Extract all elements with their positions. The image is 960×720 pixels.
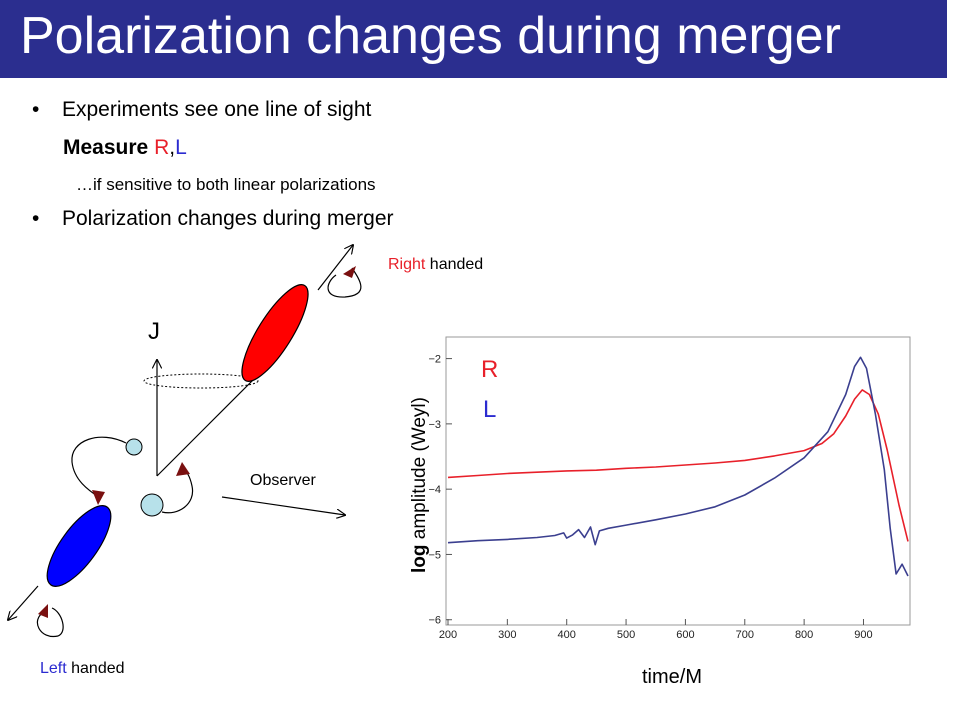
left-word: Left	[40, 660, 67, 677]
measure-comma: ,	[169, 136, 176, 159]
orbit-ellipse	[143, 373, 259, 389]
j-label: J	[148, 318, 160, 345]
x-tick-label: 300	[498, 629, 516, 641]
legend-l: L	[483, 396, 497, 423]
left-axis-arrow	[8, 585, 39, 620]
y-tick-label: −6	[428, 615, 441, 627]
right-axis-arrow	[317, 245, 353, 291]
small-body-top	[125, 438, 143, 456]
right-word: Right	[388, 256, 426, 273]
measure-prefix: Measure	[63, 136, 149, 159]
x-axis-label: time/M	[642, 666, 702, 688]
x-tick-label: 500	[617, 629, 635, 641]
y-tick-label: −4	[428, 484, 441, 496]
legend-r: R	[481, 356, 499, 383]
y-tick-label: −5	[428, 549, 441, 561]
bullet-2: • Polarization changes during merger	[32, 207, 394, 231]
amplitude-chart: 200 300 400 500 600 700 800 900 −6 −5 −4 −3 −2	[428, 336, 911, 641]
observer-label: Observer	[250, 472, 316, 489]
blue-ellipse	[46, 505, 112, 587]
x-tick-label: 200	[439, 629, 457, 641]
measure-l: L	[175, 136, 187, 159]
slide-title: Polarization changes during merger	[20, 7, 841, 65]
x-tick-label: 700	[736, 629, 754, 641]
right-handed-label: Right handed	[388, 256, 483, 274]
ylabel-rest: amplitude (Weyl)	[409, 397, 430, 545]
observer-arrow	[221, 496, 345, 515]
note-line: …if sensitive to both linear polarizatio…	[76, 175, 376, 194]
left-arrowhead	[38, 604, 48, 618]
x-tick-label: 900	[854, 629, 872, 641]
series-line-L	[447, 356, 909, 577]
left-circulation-arrow	[36, 607, 64, 638]
title-bar: Polarization changes during merger	[0, 0, 947, 78]
y-tick-label: −2	[428, 354, 441, 366]
right-circulation-arrow	[327, 267, 362, 298]
right-rest: handed	[425, 256, 484, 273]
bullet-dot: •	[32, 207, 40, 230]
y-axis-label: log amplitude (Weyl)	[409, 397, 431, 573]
measure-r: R	[154, 136, 170, 159]
left-rest: handed	[66, 660, 125, 677]
left-handed-label: Left handed	[40, 660, 125, 678]
measure-line: Measure R,L	[63, 136, 187, 160]
spin-vector-right	[156, 375, 258, 477]
bullet-dot: •	[32, 98, 40, 121]
x-tick-label: 800	[795, 629, 813, 641]
orbit-swoop-arrow	[71, 436, 127, 499]
red-ellipse	[241, 284, 309, 382]
bullet-text: Experiments see one line of sight	[62, 98, 372, 121]
ylabel-bold: log	[409, 544, 430, 573]
small-body-bottom	[140, 493, 164, 517]
x-tick-label: 400	[558, 629, 576, 641]
right-arrowhead	[343, 266, 356, 278]
swoop-arrowhead	[92, 490, 105, 505]
x-tick-label: 600	[676, 629, 694, 641]
bullet-1: • Experiments see one line of sight	[32, 98, 371, 122]
bullet-text: Polarization changes during merger	[62, 207, 394, 230]
binary-diagram	[0, 230, 362, 638]
plot-frame	[445, 336, 911, 626]
spin-swoop-arrowhead	[176, 462, 190, 476]
y-tick-label: −3	[428, 419, 441, 431]
